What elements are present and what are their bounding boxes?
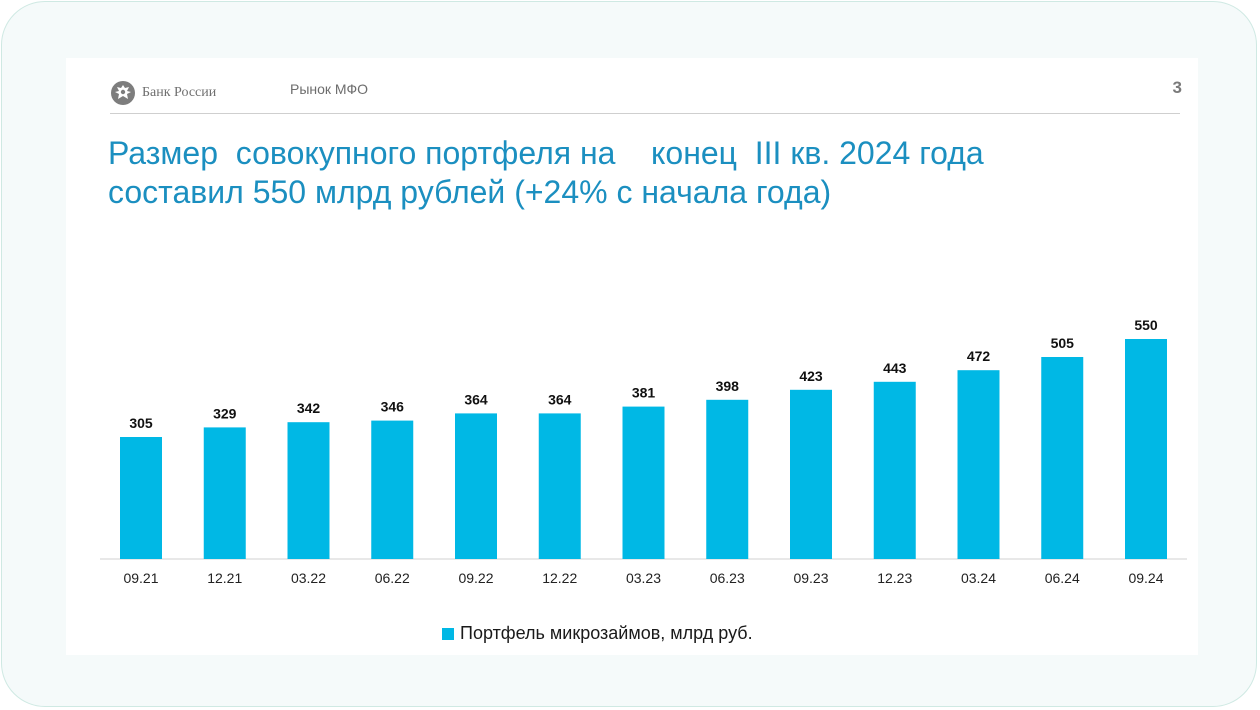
bar-12.21	[203, 427, 246, 559]
x-tick-label-06.22: 06.22	[375, 570, 410, 586]
title-line-2: составил 550 млрд рублей (+24% с начала …	[108, 174, 832, 210]
x-tick-label-09.24: 09.24	[1128, 570, 1163, 586]
eagle-emblem-icon	[111, 81, 135, 105]
x-tick-label-06.24: 06.24	[1045, 570, 1080, 586]
data-label-03.22: 342	[297, 400, 321, 416]
bar-03.23	[622, 406, 665, 559]
header-divider	[110, 113, 1180, 114]
data-label-12.22: 364	[548, 391, 572, 407]
bar-09.22	[455, 413, 497, 559]
legend-label: Портфель микрозаймов, млрд руб.	[460, 623, 753, 643]
data-label-12.23: 443	[883, 360, 907, 376]
x-tick-label-06.23: 06.23	[710, 570, 745, 586]
bar-09.24	[1125, 339, 1167, 559]
data-label-03.23: 381	[632, 385, 656, 401]
x-tick-label-03.22: 03.22	[291, 570, 326, 586]
bar-09.23	[790, 389, 832, 559]
data-label-09.23: 423	[799, 368, 823, 384]
title-line-1: Размер совокупного портфеля на конец III…	[108, 135, 984, 171]
data-label-09.22: 364	[464, 391, 488, 407]
chart-legend: Портфель микрозаймов, млрд руб.	[442, 623, 753, 644]
bar-06.24	[1041, 357, 1084, 559]
data-label-03.24: 472	[967, 348, 991, 364]
data-label-06.23: 398	[716, 378, 740, 394]
legend-swatch	[442, 627, 454, 640]
bar-03.24	[957, 370, 1000, 559]
data-label-09.21: 305	[129, 415, 153, 431]
bar-06.23	[706, 399, 749, 559]
x-tick-label-12.23: 12.23	[877, 570, 912, 586]
section-title: Рынок МФО	[290, 81, 368, 97]
x-tick-label-12.21: 12.21	[207, 570, 242, 586]
data-label-06.24: 505	[1051, 335, 1075, 351]
x-tick-label-03.24: 03.24	[961, 570, 996, 586]
x-tick-label-09.22: 09.22	[458, 570, 493, 586]
bar-09.21	[120, 437, 162, 559]
bar-06.22	[371, 420, 414, 559]
bar-12.23	[873, 381, 916, 559]
slide-title: Размер совокупного портфеля на конец III…	[108, 134, 1168, 212]
bar-chart: 305 09.21 329 12.21 342 03.22 346 06.22 364 09.22…	[100, 317, 1187, 586]
bar-03.22	[287, 422, 330, 559]
data-label-09.24: 550	[1134, 317, 1158, 333]
page-number: 3	[1172, 78, 1182, 97]
x-tick-label-12.22: 12.22	[542, 570, 577, 586]
slide: Банк России Рынок МФО 3 Размер совокупно…	[66, 58, 1198, 655]
x-tick-label-03.23: 03.23	[626, 570, 661, 586]
x-tick-label-09.21: 09.21	[123, 570, 158, 586]
bar-12.22	[538, 413, 581, 559]
bank-logo: Банк России	[110, 80, 216, 106]
data-label-12.21: 329	[213, 405, 237, 421]
logo-text: Банк России	[142, 85, 217, 100]
data-label-06.22: 346	[381, 399, 405, 415]
x-tick-label-09.23: 09.23	[793, 570, 828, 586]
